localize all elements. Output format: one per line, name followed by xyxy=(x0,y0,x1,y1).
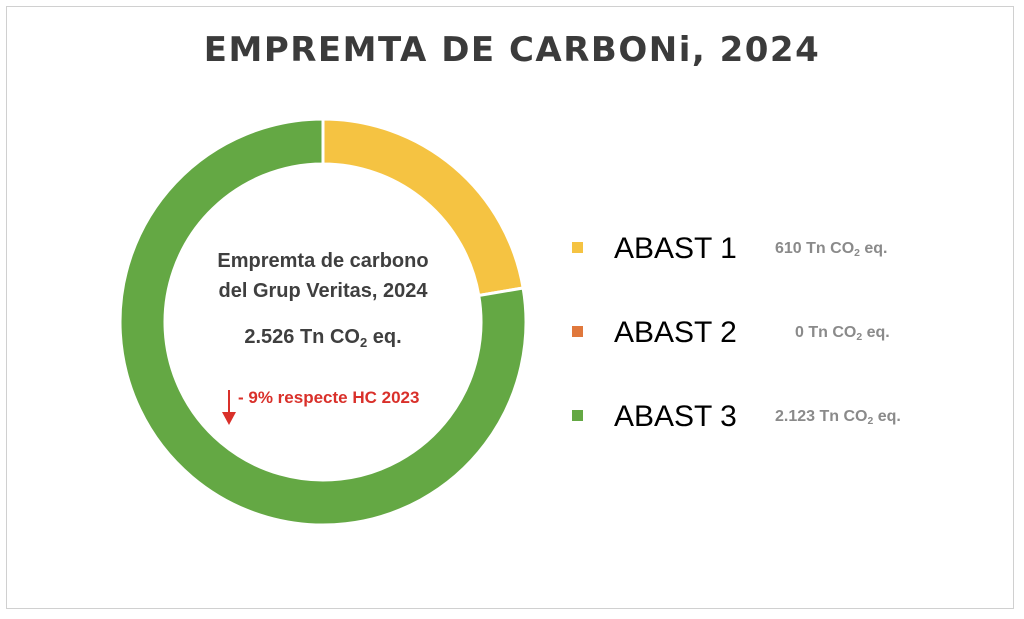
legend-value-suffix: eq. xyxy=(859,240,888,257)
change-vs-2023: - 9% respecte HC 2023 xyxy=(238,388,420,407)
legend-name: ABAST 3 xyxy=(614,400,737,433)
center-label: Empremta de carbono del Grup Veritas, 20… xyxy=(173,246,473,306)
legend-item-abast3: ABAST 3 2.123 Tn CO2 eq. xyxy=(572,396,972,436)
legend-value-sub: 2 xyxy=(856,332,863,344)
legend-value-prefix: 0 Tn CO xyxy=(795,324,857,341)
donut-slice-abast3 xyxy=(118,117,528,527)
legend-value: 0 Tn CO2 eq. xyxy=(795,324,890,344)
center-total-sub: 2 xyxy=(359,334,368,350)
legend-name: ABAST 1 xyxy=(614,232,737,265)
center-label-line1: Empremta de carbono xyxy=(217,250,429,272)
legend-item-abast2: ABAST 2 0 Tn CO2 eq. xyxy=(572,312,972,352)
legend-value-prefix: 610 Tn CO xyxy=(775,240,855,257)
legend-swatch-abast1 xyxy=(572,242,583,253)
legend-value-prefix: 2.123 Tn CO xyxy=(775,408,868,425)
center-total: 2.526 Tn CO2 eq. xyxy=(173,326,473,349)
legend-swatch-abast3 xyxy=(572,410,583,421)
chart-title: EMPREMTA DE CARBONi, 2024 xyxy=(203,30,821,70)
down-arrow-icon xyxy=(222,390,236,425)
legend-swatch-abast2 xyxy=(572,326,583,337)
center-total-prefix: 2.526 Tn CO xyxy=(244,326,360,348)
legend-name: ABAST 2 xyxy=(614,316,737,349)
legend-value-sub: 2 xyxy=(854,248,860,260)
legend-value-sub: 2 xyxy=(867,416,874,428)
legend-value-suffix: eq. xyxy=(873,408,901,425)
center-total-suffix: eq. xyxy=(367,326,402,348)
legend-value-suffix: eq. xyxy=(862,324,890,341)
legend-item-abast1: ABAST 1 610 Tn CO2 eq. xyxy=(572,228,972,268)
legend-value: 2.123 Tn CO2 eq. xyxy=(775,408,901,428)
legend-value: 610 Tn CO2 eq. xyxy=(775,240,888,260)
center-label-line2: del Grup Veritas, 2024 xyxy=(218,280,428,302)
